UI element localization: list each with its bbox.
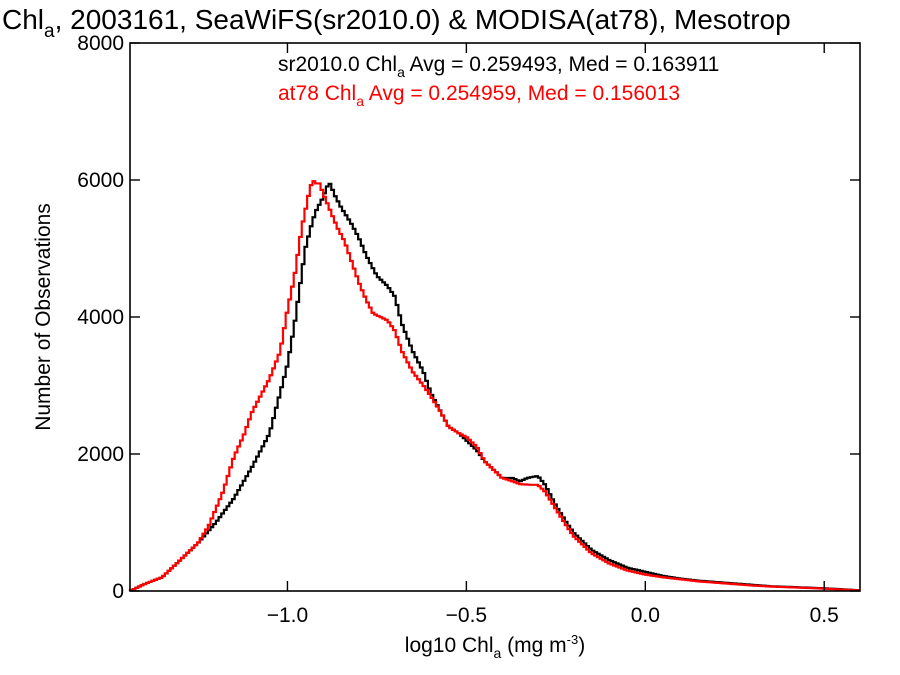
x-tick-label: −0.5 <box>446 604 487 627</box>
y-axis-label: Number of Observations <box>32 203 55 431</box>
x-tick-label: 0.5 <box>810 604 839 627</box>
tick-layer: −1.0 −0.5 0.0 0.5 0 2000 4000 6000 8000 <box>77 32 860 627</box>
x-axis-label: log10 Chla (mg m-3) <box>405 632 585 661</box>
x-tick-label: 0.0 <box>631 604 660 627</box>
annotation-at78: at78 Chla Avg = 0.254959, Med = 0.156013 <box>278 82 680 109</box>
y-tick-label: 8000 <box>77 32 124 55</box>
x-tick-label: −1.0 <box>267 604 308 627</box>
series-layer <box>128 180 860 592</box>
plot-frame <box>129 42 861 592</box>
annotation-sr2010: sr2010.0 Chla Avg = 0.259493, Med = 0.16… <box>278 53 719 80</box>
series-line-black <box>128 182 860 592</box>
y-tick-label: 2000 <box>77 443 124 466</box>
chart-title: Chla, 2003161, SeaWiFS(sr2010.0) & MODIS… <box>2 4 791 42</box>
y-tick-label: 4000 <box>77 306 124 329</box>
y-tick-label: 6000 <box>77 169 124 192</box>
y-tick-label: 0 <box>112 580 124 603</box>
series-line-red <box>128 180 860 592</box>
